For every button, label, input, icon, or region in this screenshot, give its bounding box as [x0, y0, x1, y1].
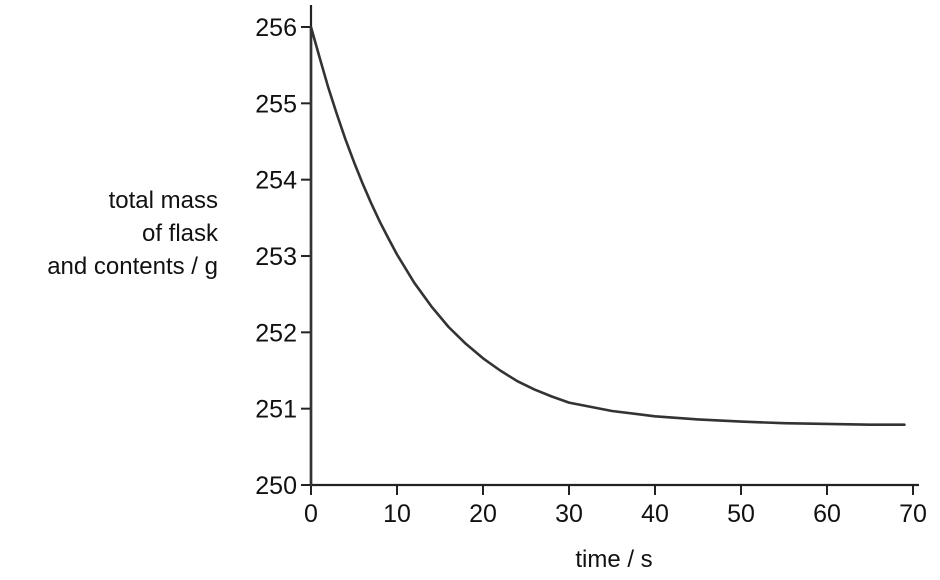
y-axis-label-line-1: total mass: [109, 187, 218, 214]
y-axis-label-line-2: of flask: [142, 220, 219, 247]
x-tick-label: 30: [555, 500, 583, 528]
x-tick-label: 0: [304, 500, 318, 528]
y-tick-label: 252: [255, 319, 297, 347]
x-tick-label: 10: [383, 500, 411, 528]
x-tick-label: 70: [899, 500, 927, 528]
y-tick-label: 254: [255, 167, 297, 195]
x-axis-label: time / s: [575, 546, 652, 573]
x-tick-label: 50: [727, 500, 755, 528]
y-tick-label: 255: [255, 90, 297, 118]
y-tick-label: 253: [255, 243, 297, 271]
x-tick-label: 40: [641, 500, 669, 528]
y-tick-label: 256: [255, 14, 297, 42]
x-tick-label: 20: [469, 500, 497, 528]
x-tick-label: 60: [813, 500, 841, 528]
y-axis-label-line-3: and contents / g: [47, 253, 218, 280]
x-axis-ticks: 0 10 20 30 40 50 60 70: [304, 485, 927, 528]
series-line: [309, 25, 906, 487]
y-tick-label: 250: [255, 472, 297, 500]
y-tick-label: 251: [255, 396, 297, 424]
y-axis-ticks: 250 251 252 253 254 255 256: [255, 14, 311, 500]
